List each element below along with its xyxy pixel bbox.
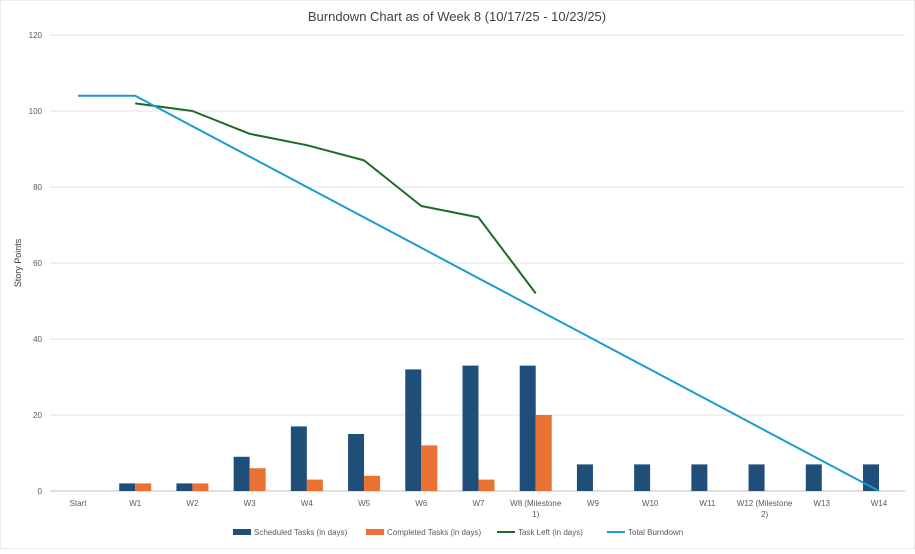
bar-completed: [249, 468, 266, 491]
x-tick-label: W14: [871, 499, 888, 508]
x-tick-label-line: 1): [532, 510, 539, 519]
y-tick-label: 60: [33, 259, 42, 268]
x-tick-label: W9: [587, 499, 600, 508]
bar-layer: [119, 365, 879, 491]
legend-swatch: [233, 529, 251, 535]
x-tick-label-line: W14: [871, 499, 888, 508]
legend-label: Completed Tasks (in days): [387, 528, 481, 537]
x-tick-label-line: W6: [415, 499, 428, 508]
y-tick-label: 100: [29, 107, 43, 116]
x-tick-labels: Start W1 W2 W3 W4 W5 W6 W7 W8 (Milestone 1) W9 W10 W…: [70, 499, 888, 519]
x-tick-label-line: W11: [699, 499, 715, 508]
bar-scheduled: [519, 365, 536, 491]
bar-scheduled: [805, 464, 822, 491]
x-tick-label-line: W2: [186, 499, 199, 508]
bar-completed: [192, 483, 209, 491]
bar-scheduled: [348, 434, 365, 491]
x-tick-label-line: W8 (Milestone: [510, 499, 562, 508]
x-tick-label-line: W1: [129, 499, 142, 508]
bar-scheduled: [748, 464, 765, 491]
x-tick-label-line: W9: [587, 499, 600, 508]
x-tick-label: W11: [699, 499, 715, 508]
x-tick-label: Start: [70, 499, 88, 508]
x-tick-label: W1: [129, 499, 142, 508]
x-tick-label-line: W4: [301, 499, 314, 508]
legend: Scheduled Tasks (in days) Completed Tasks…: [233, 528, 683, 537]
bar-completed: [421, 445, 438, 491]
bar-scheduled: [233, 456, 250, 491]
y-tick-label: 0: [38, 487, 43, 496]
x-tick-label: W12 (Milestone 2): [737, 499, 793, 519]
line-layer: [78, 94, 880, 492]
y-tick-label: 80: [33, 183, 42, 192]
x-tick-label: W8 (Milestone 1): [510, 499, 562, 519]
bar-completed: [306, 479, 323, 491]
x-tick-label: W6: [415, 499, 428, 508]
chart-title: Burndown Chart as of Week 8 (10/17/25 - …: [308, 9, 606, 24]
bar-scheduled: [462, 365, 479, 491]
bar-completed: [364, 475, 381, 491]
x-tick-label: W2: [186, 499, 199, 508]
y-tick-label: 20: [33, 411, 42, 420]
x-tick-label: W13: [814, 499, 831, 508]
legend-label: Total Burndown: [628, 528, 683, 537]
bar-scheduled: [176, 483, 193, 491]
bar-scheduled: [634, 464, 651, 491]
bar-scheduled: [290, 426, 307, 491]
legend-label: Scheduled Tasks (in days): [254, 528, 348, 537]
bar-scheduled: [119, 483, 136, 491]
legend-swatch: [366, 529, 384, 535]
x-tick-label: W5: [358, 499, 371, 508]
x-tick-label-line: W5: [358, 499, 371, 508]
x-tick-label-line: 2): [761, 510, 768, 519]
bar-completed: [535, 415, 552, 491]
x-tick-label-line: Start: [70, 499, 88, 508]
y-tick-label: 120: [29, 31, 43, 40]
bar-scheduled: [576, 464, 593, 491]
y-axis-label: Story Points: [13, 238, 23, 287]
legend-label: Task Left (in days): [518, 528, 583, 537]
bar-scheduled: [691, 464, 708, 491]
x-tick-label: W4: [301, 499, 314, 508]
x-tick-label-line: W12 (Milestone: [737, 499, 793, 508]
bar-completed: [478, 479, 495, 491]
y-tick-label: 40: [33, 335, 42, 344]
x-tick-label-line: W3: [244, 499, 257, 508]
x-tick-label: W7: [473, 499, 486, 508]
task-left-line: [135, 102, 537, 295]
x-tick-label: W10: [642, 499, 659, 508]
x-tick-label: W3: [244, 499, 257, 508]
x-tick-label-line: W7: [473, 499, 486, 508]
x-tick-label-line: W13: [814, 499, 831, 508]
y-tick-labels: 0 20 40 60 80 100 120: [29, 31, 43, 496]
bar-completed: [135, 483, 152, 491]
bar-scheduled: [405, 369, 422, 491]
x-tick-label-line: W10: [642, 499, 659, 508]
total-burndown-line: [78, 94, 880, 492]
